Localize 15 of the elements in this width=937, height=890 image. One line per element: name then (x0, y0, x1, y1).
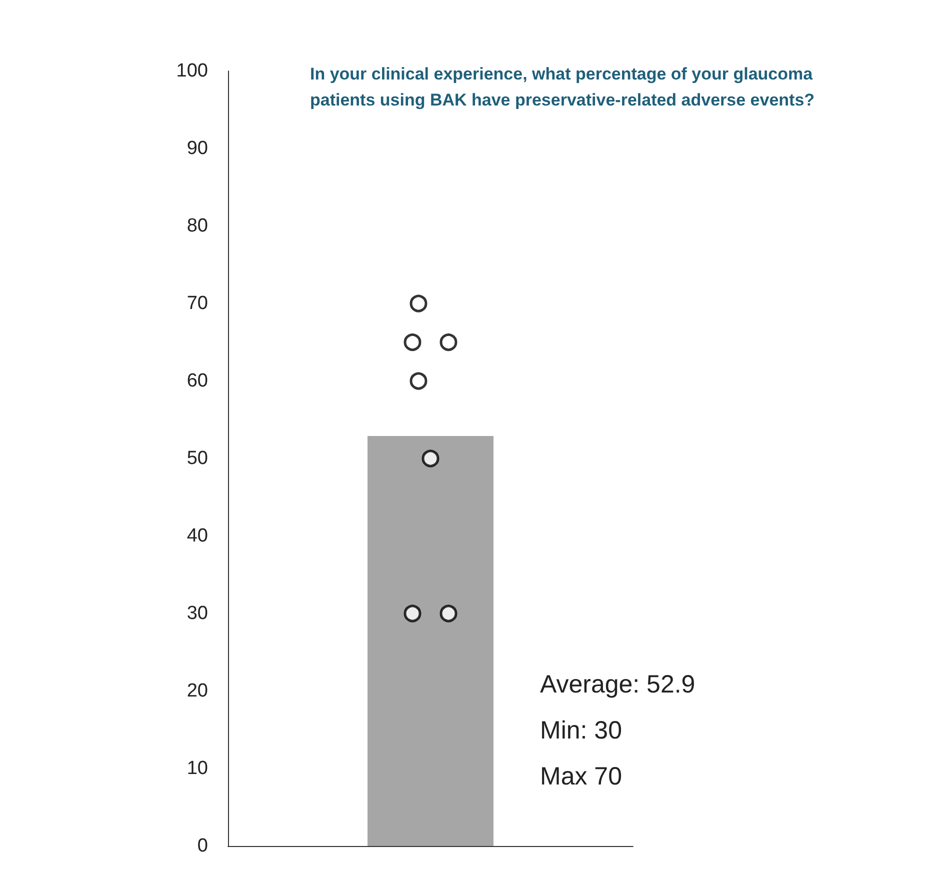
y-tick-label: 60 (186, 370, 208, 392)
chart-title: In your clinical experience, what percentage of your glaucoma patients using BAK have preservative-related adverse events? (310, 64, 818, 110)
y-tick-label: 30 (186, 603, 208, 624)
annotation: Min: 30 (540, 716, 622, 744)
annotation: Average: 52.9 (540, 670, 696, 698)
y-tick-label: 90 (186, 138, 208, 159)
annotation: Max 70 (540, 762, 622, 790)
y-tick-label: 50 (186, 448, 208, 469)
y-tick-label: 70 (186, 293, 208, 314)
y-tick-label: 0 (197, 836, 208, 856)
y-tick-label: 10 (186, 758, 208, 779)
y-tick-label: 20 (186, 680, 208, 702)
y-tick-label: 80 (186, 216, 208, 236)
y-tick-label: 100 (176, 60, 208, 82)
y-tick-label: 40 (186, 526, 208, 546)
